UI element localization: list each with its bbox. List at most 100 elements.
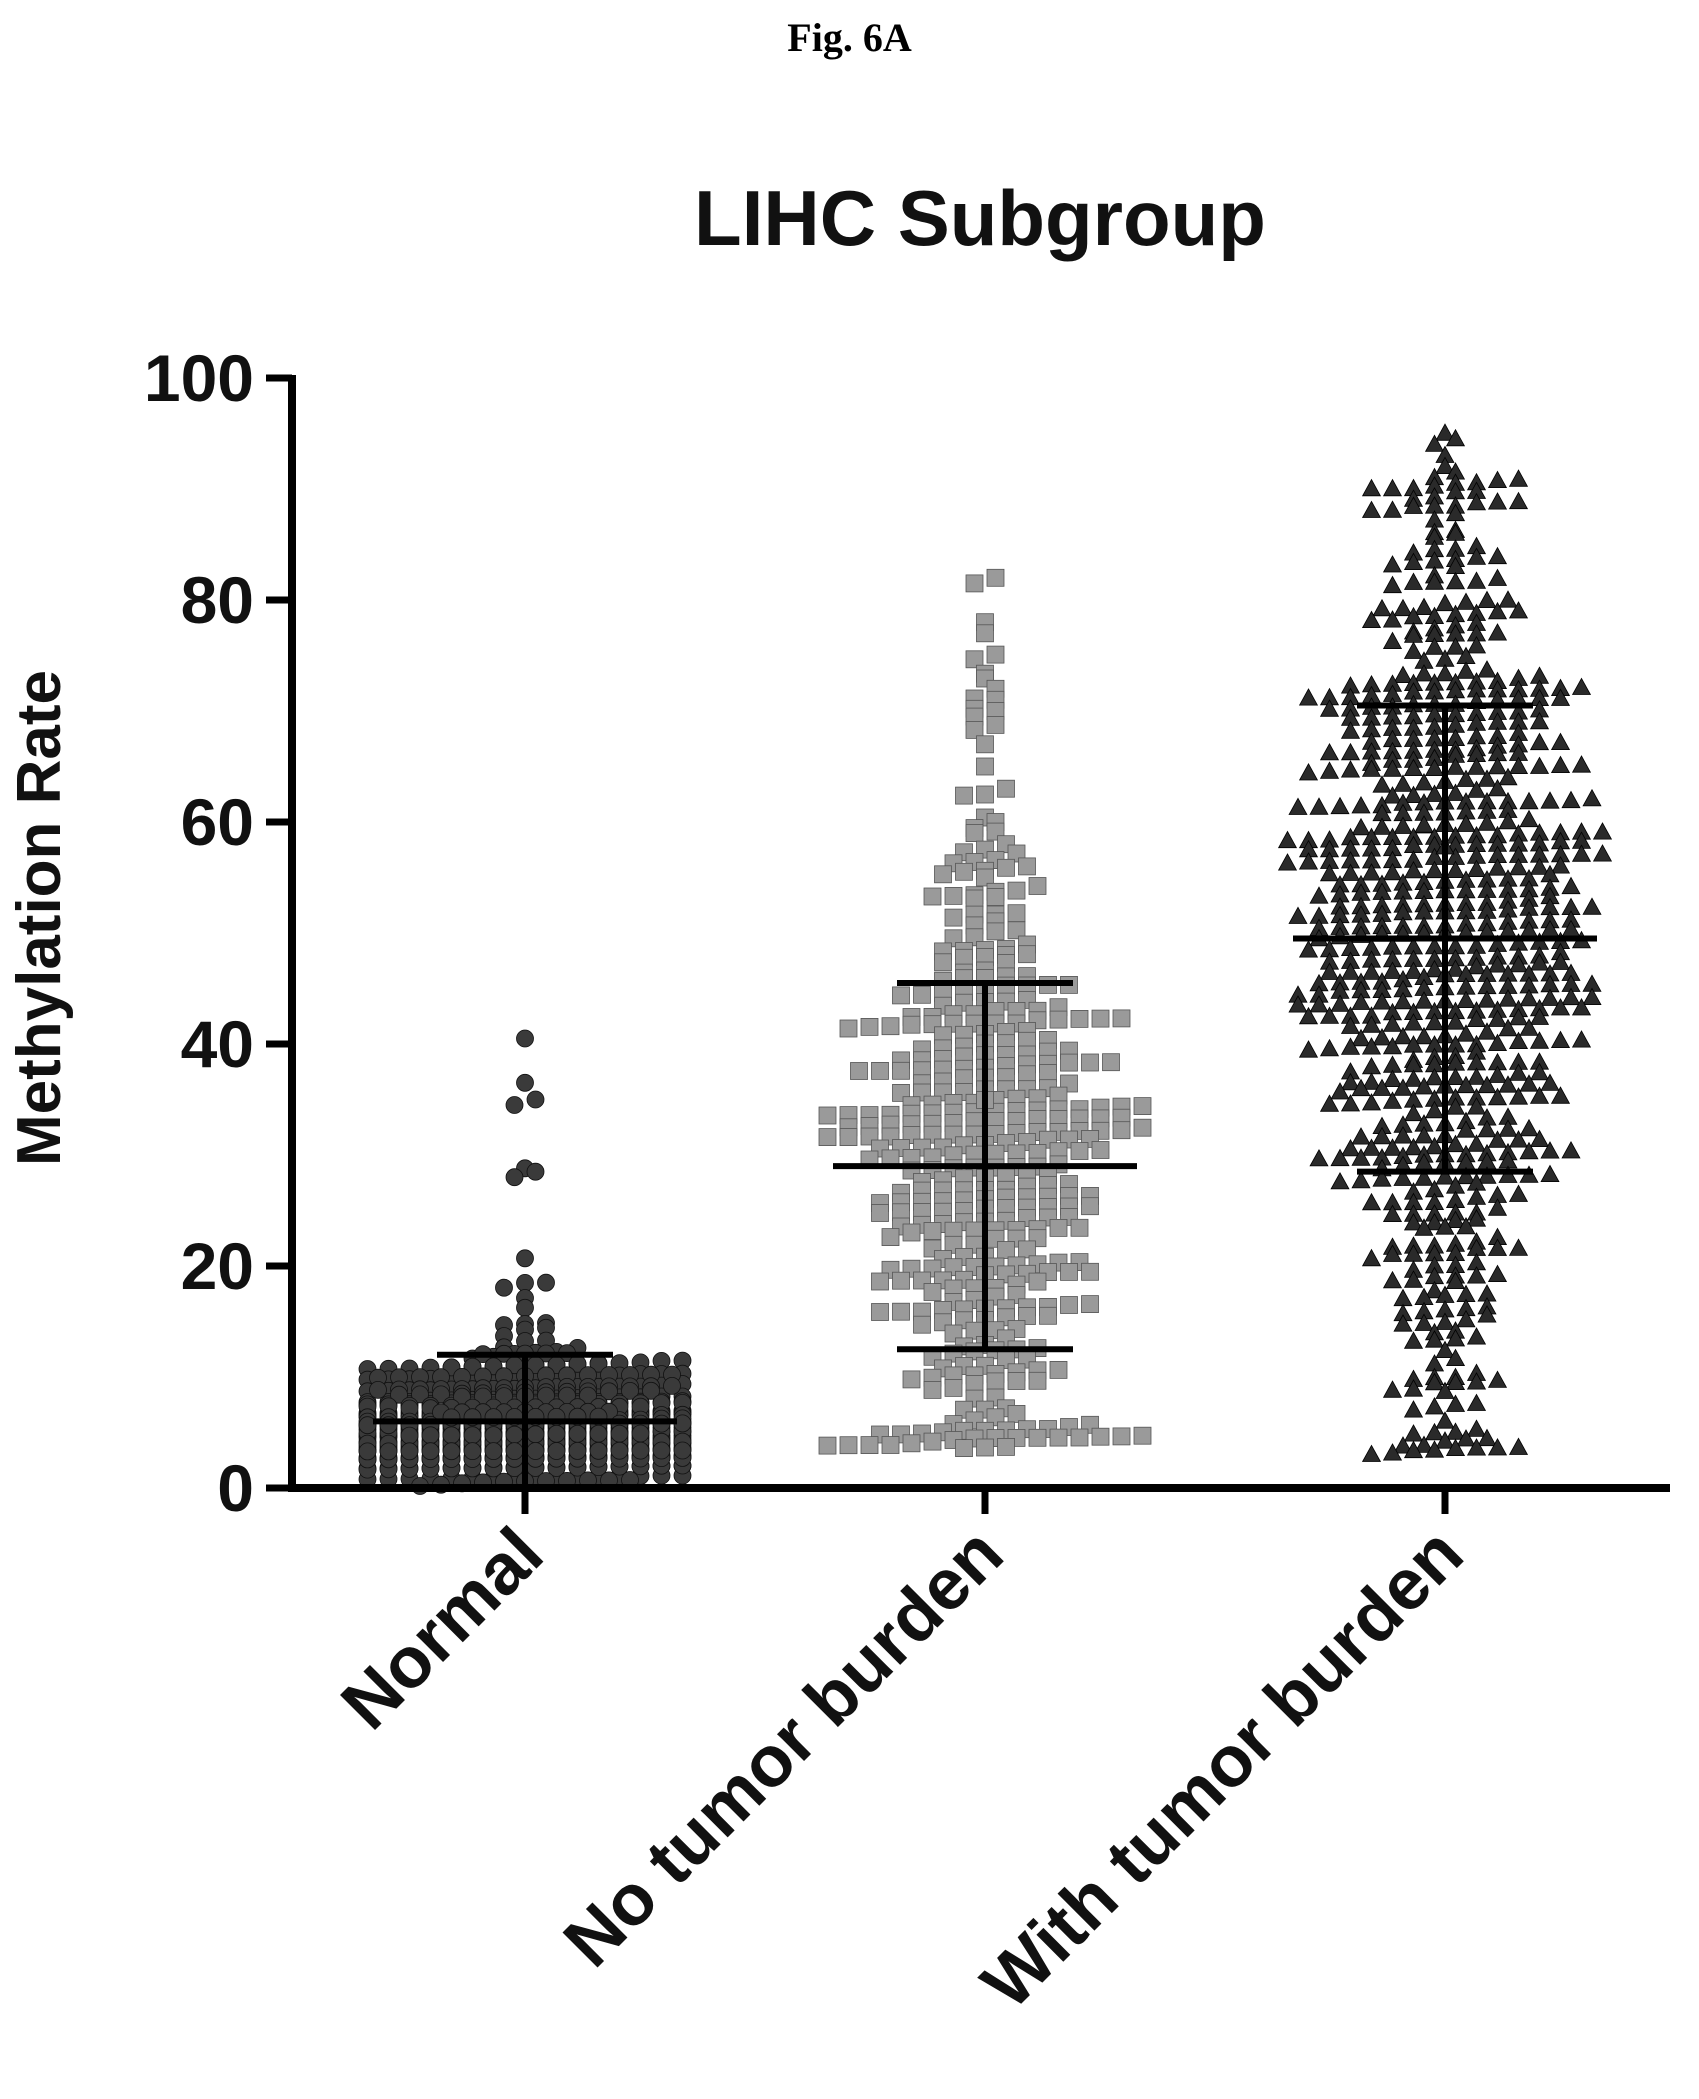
data-point xyxy=(1372,1078,1392,1096)
data-point xyxy=(1424,572,1445,590)
data-point xyxy=(526,1090,545,1109)
data-point xyxy=(547,1424,566,1443)
data-point xyxy=(1498,1075,1518,1093)
data-point xyxy=(1393,1168,1413,1186)
data-point xyxy=(652,1441,671,1460)
data-point xyxy=(1445,783,1466,801)
data-point xyxy=(1424,959,1445,978)
data-point xyxy=(934,953,952,972)
data-point xyxy=(1340,742,1361,761)
data-point xyxy=(1540,988,1560,1006)
data-point xyxy=(1424,1372,1445,1391)
y-tick-label: 60 xyxy=(181,785,254,859)
data-point xyxy=(1361,1093,1382,1111)
data-point xyxy=(516,1298,534,1317)
data-point xyxy=(589,1441,608,1460)
data-point xyxy=(1456,1216,1476,1235)
data-point xyxy=(965,721,984,739)
data-point xyxy=(1445,1394,1466,1412)
data-point xyxy=(568,1424,587,1443)
data-point xyxy=(1487,1264,1508,1282)
data-point xyxy=(1393,1126,1413,1144)
data-point xyxy=(1091,1009,1110,1028)
data-point xyxy=(860,1436,879,1454)
data-point xyxy=(1403,1379,1424,1397)
data-point xyxy=(1351,1127,1371,1145)
data-point xyxy=(1372,1126,1392,1145)
data-point xyxy=(1081,1053,1099,1072)
data-point xyxy=(1561,790,1581,809)
data-point xyxy=(1424,1396,1445,1415)
data-point xyxy=(997,779,1015,798)
data-point xyxy=(1319,1038,1340,1057)
data-point xyxy=(892,1061,910,1080)
series-no-tumor-burden xyxy=(818,568,1152,1457)
data-point xyxy=(1393,774,1413,792)
data-point xyxy=(1561,987,1581,1006)
data-point xyxy=(1403,1424,1424,1442)
data-point xyxy=(642,1381,660,1400)
data-point xyxy=(1477,590,1497,608)
data-point xyxy=(1340,760,1361,778)
data-point xyxy=(1529,756,1550,774)
data-point xyxy=(1403,1270,1424,1288)
data-point xyxy=(1298,762,1319,781)
data-point xyxy=(965,889,984,908)
data-point xyxy=(1540,1164,1560,1182)
data-point xyxy=(1424,784,1445,802)
data-point xyxy=(1529,711,1550,730)
data-point xyxy=(1508,756,1529,774)
data-point xyxy=(1382,478,1403,497)
data-point xyxy=(923,1222,942,1240)
data-point xyxy=(1382,1270,1403,1289)
data-point xyxy=(1424,1330,1445,1348)
data-point xyxy=(986,1372,1005,1391)
data-point xyxy=(1435,1431,1455,1449)
data-point xyxy=(1403,1013,1424,1031)
y-tick-label: 0 xyxy=(217,1451,254,1525)
data-point xyxy=(1102,1053,1120,1072)
data-point xyxy=(1424,1100,1445,1119)
data-point xyxy=(505,1096,524,1114)
data-point xyxy=(818,1128,837,1146)
data-point xyxy=(1330,1148,1350,1167)
data-point xyxy=(1456,769,1476,787)
data-point xyxy=(1112,1121,1131,1140)
data-point xyxy=(1382,862,1403,881)
data-point xyxy=(1081,1295,1099,1313)
data-point xyxy=(1382,1380,1403,1398)
data-point xyxy=(1133,1097,1152,1115)
data-point xyxy=(1550,952,1571,970)
data-point xyxy=(1351,1028,1371,1047)
data-point xyxy=(1487,623,1508,641)
data-point xyxy=(965,574,984,593)
data-point xyxy=(1081,1262,1099,1281)
data-point xyxy=(1477,1075,1497,1094)
data-point xyxy=(1508,1007,1529,1026)
data-point xyxy=(997,1438,1015,1456)
data-point xyxy=(1498,590,1518,608)
data-point xyxy=(1498,1018,1518,1037)
data-point xyxy=(1487,756,1508,775)
data-point xyxy=(1309,995,1329,1013)
data-point xyxy=(1382,1244,1403,1262)
data-point xyxy=(1007,881,1026,900)
data-point xyxy=(871,1272,889,1291)
data-point xyxy=(1487,470,1508,489)
data-point xyxy=(1466,1438,1487,1456)
data-point xyxy=(1382,1443,1403,1461)
data-point xyxy=(976,868,994,887)
y-tick-label: 40 xyxy=(181,1007,254,1081)
data-point xyxy=(463,1442,482,1460)
data-point xyxy=(1466,1419,1487,1437)
data-point xyxy=(1133,1426,1152,1445)
data-point xyxy=(1435,1411,1455,1429)
data-point xyxy=(1298,940,1319,958)
data-point xyxy=(1309,1148,1329,1167)
data-point xyxy=(1529,732,1550,751)
data-point xyxy=(1445,1438,1466,1456)
series-normal xyxy=(358,1029,692,1495)
data-point xyxy=(1081,1197,1099,1216)
data-point xyxy=(1382,759,1403,777)
data-point xyxy=(1466,1134,1487,1152)
